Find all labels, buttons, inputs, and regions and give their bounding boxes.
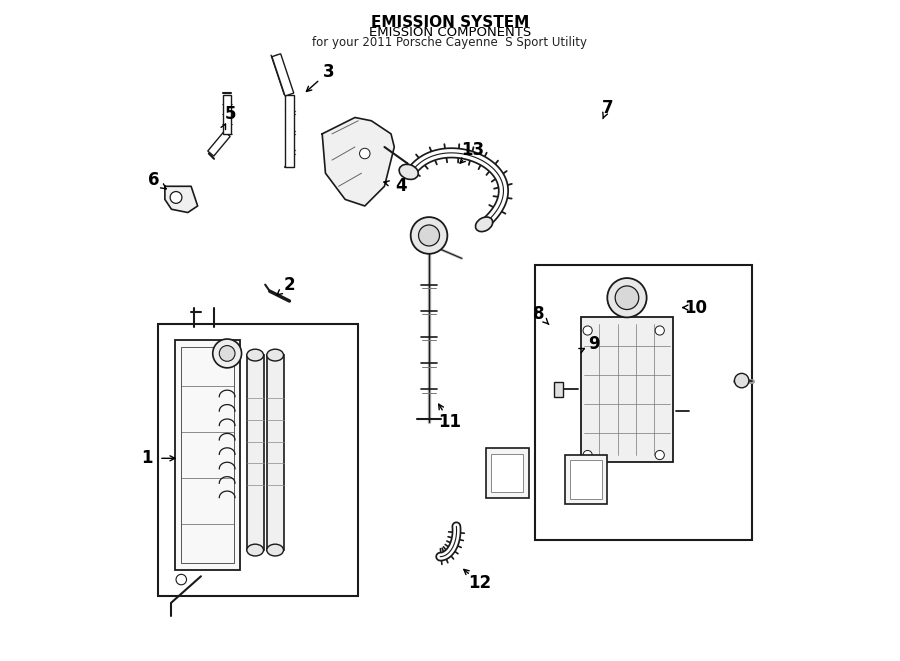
Ellipse shape [247,349,264,361]
Text: 11: 11 [438,413,462,431]
Bar [181,347,234,563]
Text: EMISSION COMPONENTS: EMISSION COMPONENTS [369,26,531,39]
Text: 2: 2 [284,276,295,293]
Circle shape [170,192,182,204]
Bar [158,324,358,596]
Ellipse shape [475,217,492,231]
Circle shape [220,346,235,362]
Circle shape [616,286,639,309]
Bar [570,460,602,499]
Bar [175,340,240,570]
Polygon shape [223,95,231,134]
Bar [491,453,524,492]
Text: 5: 5 [225,105,236,123]
Text: 12: 12 [468,574,491,592]
Text: 13: 13 [462,141,484,159]
Bar [266,355,284,550]
Ellipse shape [266,349,284,361]
Text: for your 2011 Porsche Cayenne  S Sport Utility: for your 2011 Porsche Cayenne S Sport Ut… [312,36,588,49]
Polygon shape [165,186,198,213]
Bar [536,265,752,540]
Bar [486,448,528,498]
Polygon shape [208,132,230,156]
Bar [554,381,563,397]
Circle shape [176,574,186,585]
Circle shape [212,339,241,368]
Circle shape [583,450,592,459]
Text: 6: 6 [148,171,159,189]
Text: 4: 4 [395,177,407,195]
Circle shape [655,326,664,335]
Text: 10: 10 [684,299,707,317]
Ellipse shape [399,165,418,179]
Circle shape [608,278,646,317]
Ellipse shape [247,544,264,556]
Polygon shape [272,54,293,96]
Text: 9: 9 [589,334,600,352]
Text: 8: 8 [533,305,544,323]
Text: 1: 1 [141,449,153,467]
Polygon shape [284,95,294,167]
Bar [564,455,608,504]
Circle shape [734,373,749,388]
Circle shape [583,326,592,335]
Text: 3: 3 [323,63,335,81]
Bar [247,355,264,550]
Ellipse shape [266,544,284,556]
Circle shape [418,225,439,246]
Polygon shape [322,118,394,206]
Circle shape [655,450,664,459]
Text: EMISSION SYSTEM: EMISSION SYSTEM [371,15,529,30]
Text: 7: 7 [601,98,613,116]
Circle shape [410,217,447,254]
Circle shape [359,148,370,159]
Bar [581,317,673,461]
